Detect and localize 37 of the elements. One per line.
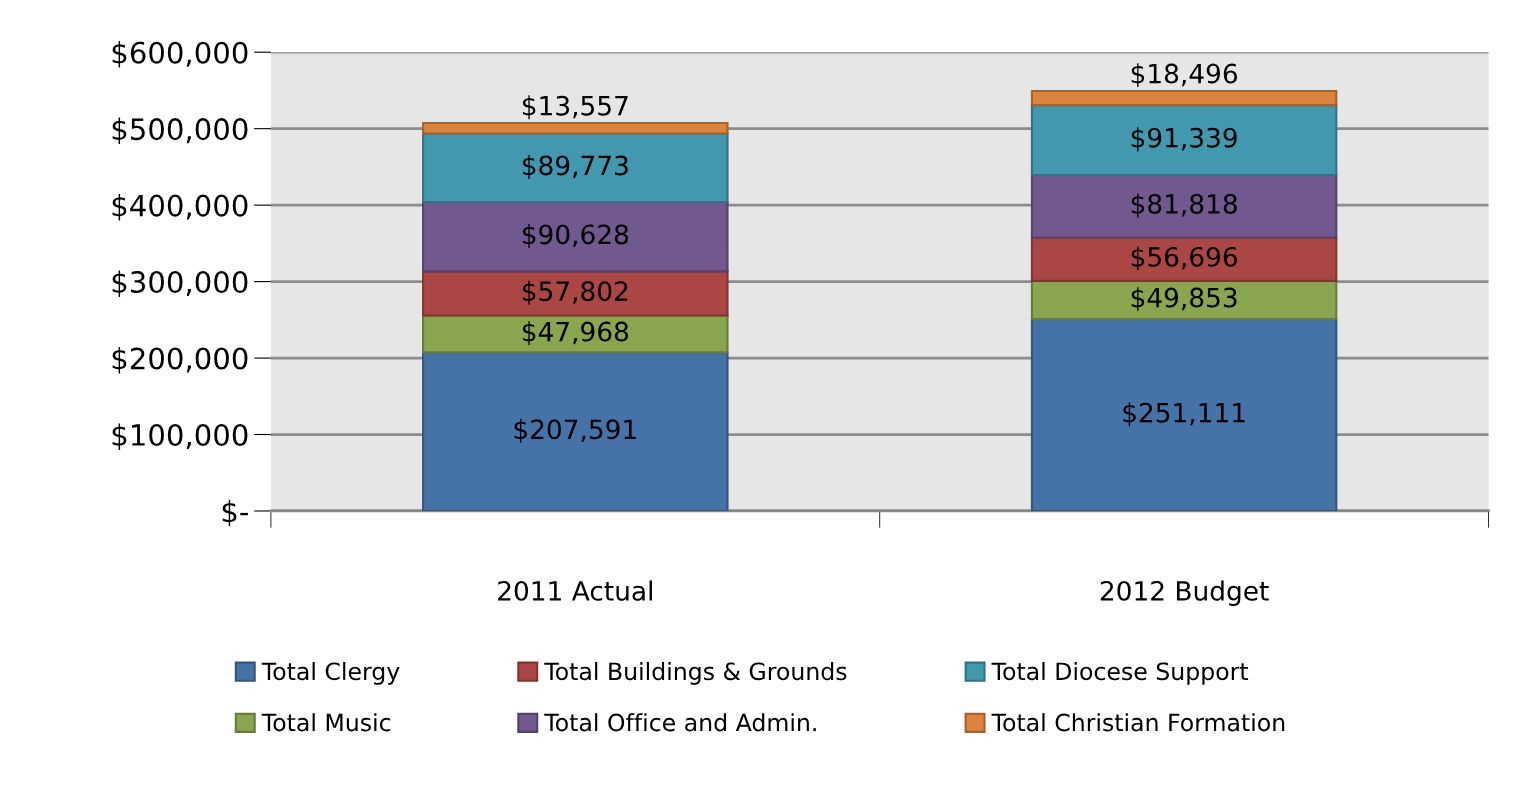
y-tick-label: $200,000 — [112, 346, 248, 374]
legend-label: Total Music — [261, 713, 391, 732]
legend-label: Total Diocese Support — [991, 661, 1249, 685]
data-label: $81,818 — [1131, 193, 1237, 218]
bar — [1030, 317, 1338, 511]
data-label: $47,968 — [522, 321, 629, 346]
legend-label: Total Clergy — [261, 661, 400, 685]
bar — [422, 270, 729, 317]
y-tick-label: $600,000 — [112, 41, 248, 68]
data-label: $91,339 — [1131, 127, 1237, 152]
x-tick-label: 2012 Budget — [1100, 580, 1269, 606]
data-label: $89,773 — [522, 154, 628, 179]
bar — [422, 122, 729, 135]
legend-label: Total Office and Admin. — [544, 713, 816, 732]
data-label: $49,853 — [1131, 287, 1237, 312]
bar — [1030, 173, 1338, 239]
y-tick-label: $300,000 — [112, 270, 248, 297]
x-tick-label: 2011 Actual — [498, 580, 652, 601]
y-tick-label: $100,000 — [112, 423, 248, 450]
bar — [1030, 104, 1338, 176]
bar — [422, 201, 729, 273]
data-label: $251,111 — [1123, 402, 1245, 427]
y-tick-label: $500,000 — [112, 117, 248, 145]
legend-label: Total Buildings & Grounds — [544, 661, 847, 685]
y-tick-label: $400,000 — [112, 194, 248, 221]
bar — [1030, 236, 1338, 282]
data-label: $56,696 — [1131, 246, 1238, 271]
data-label: $90,628 — [522, 223, 629, 248]
y-tick-label: $- — [222, 499, 248, 527]
bar — [422, 132, 729, 204]
data-label: $57,802 — [522, 280, 628, 305]
data-label: $18,496 — [1131, 63, 1238, 88]
bar — [422, 351, 729, 511]
legend-label: Total Christian Formation — [991, 713, 1285, 732]
bar — [1030, 89, 1338, 107]
data-label: $13,557 — [522, 95, 628, 120]
data-label: $207,591 — [514, 418, 636, 443]
